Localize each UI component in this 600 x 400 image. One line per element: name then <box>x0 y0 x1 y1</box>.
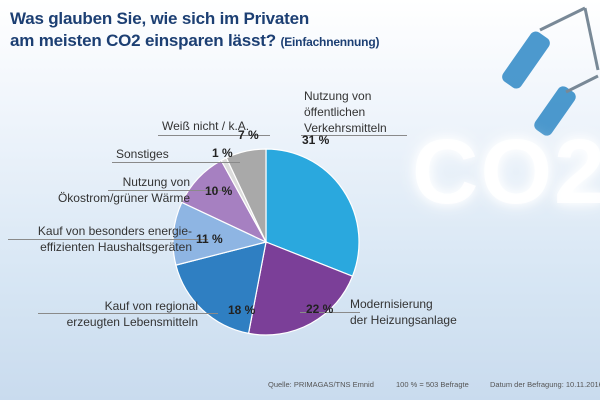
pie-slice-weiss-nicht <box>225 148 267 243</box>
title-subtitle: (Einfachnennung) <box>280 35 380 49</box>
leader-line-lebensmittel <box>38 313 218 314</box>
label-haushaltsgeraete-line-2: effizienten Haushaltsgeräten <box>40 240 192 254</box>
value-label-oekostrom: 10 % <box>205 184 233 198</box>
co2-cloud-text: CO2 <box>412 121 600 223</box>
value-label-heizung: 22 % <box>306 302 334 316</box>
label-lebensmittel-line-1: Kauf von regional <box>104 299 198 313</box>
pie-slices <box>172 148 360 336</box>
label-oekostrom-line-1: Nutzung von <box>122 175 190 189</box>
label-heizung-line-1: Modernisierung <box>350 297 433 311</box>
paint-roller-icon <box>502 6 600 89</box>
title-line-2: am meisten CO2 einsparen lässt? (Einfach… <box>10 30 379 53</box>
label-lebensmittel-line-2: erzeugten Lebensmitteln <box>66 315 198 329</box>
label-heizung: Modernisierung der Heizungsanlage <box>350 296 457 328</box>
label-haushaltsgeraete-line-1: Kauf von besonders energie- <box>37 224 192 238</box>
leader-line-weiss-nicht <box>158 135 270 136</box>
label-weiss-nicht-text: Weiß nicht / k.A. <box>162 119 250 133</box>
leader-line-haushaltsgeraete <box>8 239 208 240</box>
leader-line-heizung <box>300 312 360 313</box>
chart-title: Was glauben Sie, wie sich im Privaten am… <box>10 8 379 53</box>
pie-slice-oepnv <box>265 148 360 278</box>
footer-date: Datum der Befragung: 10.11.2016 <box>490 380 600 389</box>
label-lebensmittel: Kauf von regional erzeugten Lebensmittel… <box>48 298 198 330</box>
value-label-haushaltsgeraete: 11 % <box>196 232 223 246</box>
label-oekostrom-line-2: Ökostrom/grüner Wärme <box>57 191 190 205</box>
title-question: am meisten CO2 einsparen lässt? <box>10 31 276 50</box>
label-sonstiges-text: Sonstiges <box>116 147 169 161</box>
label-haushaltsgeraete: Kauf von besonders energie- effizienten … <box>12 223 192 255</box>
label-oepnv: Nutzung von öffentlichen Verkehrsmitteln <box>304 88 387 136</box>
label-sonstiges: Sonstiges <box>116 146 169 162</box>
value-label-weiss-nicht: 7 % <box>238 128 259 142</box>
label-heizung-line-2: der Heizungsanlage <box>350 313 457 327</box>
leader-line-oekostrom <box>108 190 226 191</box>
value-label-lebensmittel: 18 % <box>228 303 256 317</box>
leader-line-sonstiges <box>112 162 240 163</box>
footer-source: Quelle: PRIMAGAS/TNS Emnid <box>268 380 374 389</box>
label-oepnv-line-2: öffentlichen <box>304 105 366 119</box>
label-oepnv-line-3: Verkehrsmitteln <box>304 121 387 135</box>
pie-slice-lebensmittel <box>175 241 267 335</box>
value-label-oepnv: 31 % <box>302 133 330 147</box>
label-oepnv-line-1: Nutzung von <box>304 89 372 103</box>
label-weiss-nicht: Weiß nicht / k.A. <box>162 118 249 134</box>
label-oekostrom: Nutzung von Ökostrom/grüner Wärme <box>50 174 190 206</box>
title-line-1: Was glauben Sie, wie sich im Privaten <box>10 9 310 28</box>
paint-roller-2-icon <box>534 74 599 136</box>
value-label-sonstiges: 1 % <box>212 146 233 160</box>
pie-slice-heizung <box>247 241 354 336</box>
leader-line-oepnv <box>301 135 407 136</box>
footer-base: 100 % = 503 Befragte <box>396 380 469 389</box>
